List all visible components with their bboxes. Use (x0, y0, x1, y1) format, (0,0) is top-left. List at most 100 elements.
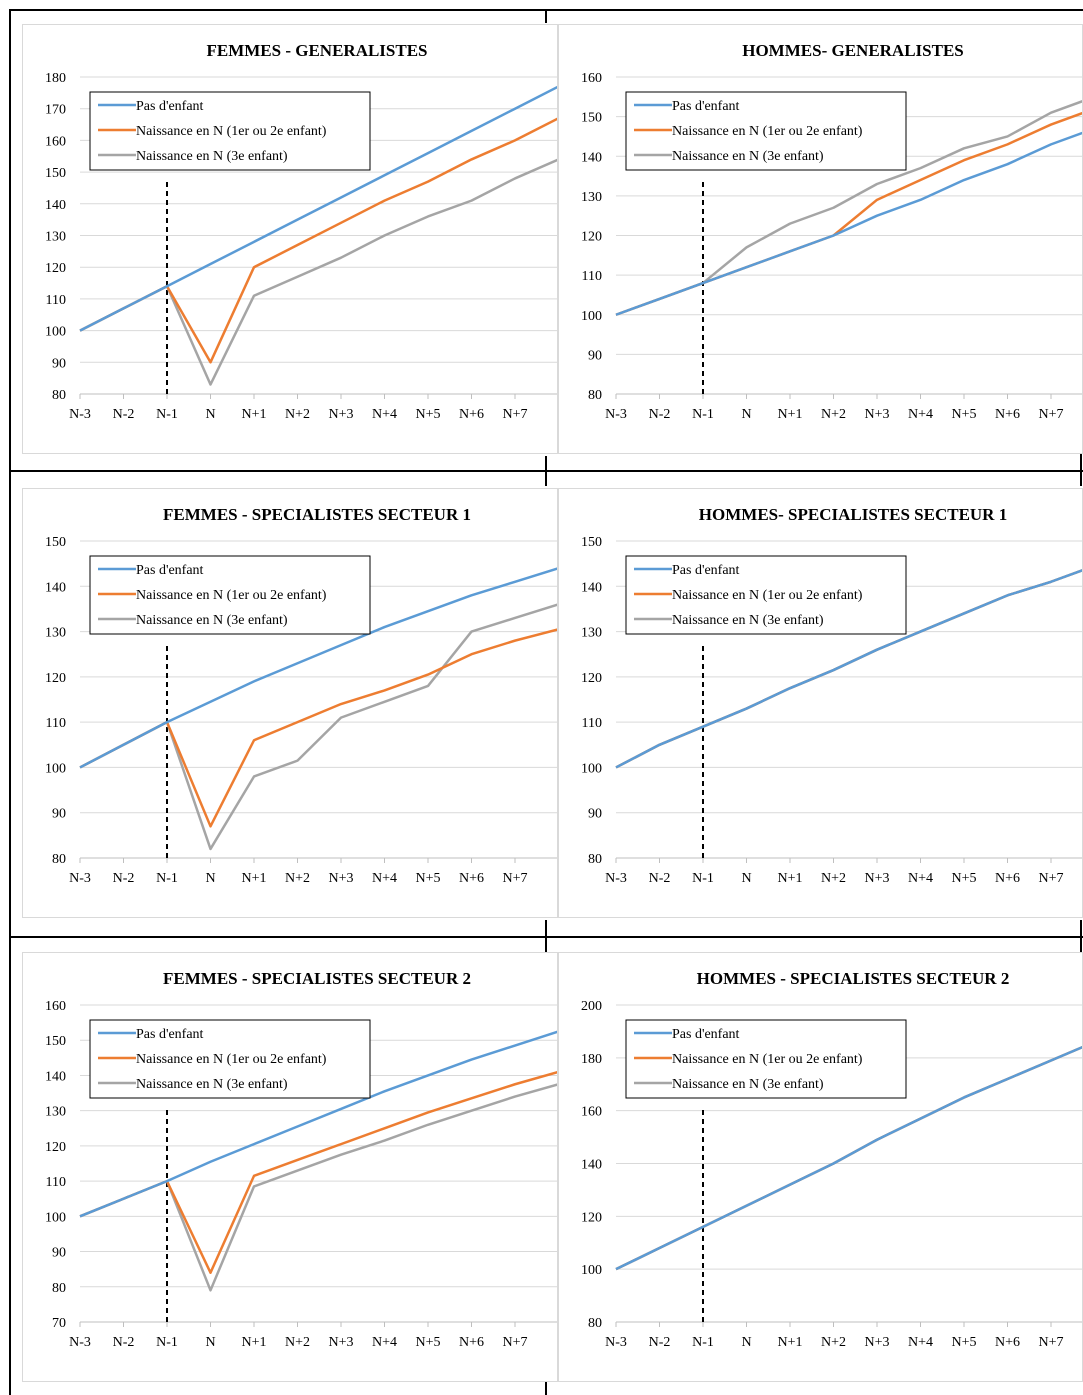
x-tick-label: N+4 (372, 1335, 397, 1350)
legend-label-naissance-1-2: Naissance en N (1er ou 2e enfant) (672, 1052, 863, 1067)
x-tick-label: N-1 (156, 1335, 178, 1350)
x-tick-label: N-2 (649, 1335, 671, 1350)
x-tick-label: N+4 (372, 407, 397, 422)
y-tick-label: 150 (581, 535, 602, 550)
legend-box (89, 555, 371, 635)
y-tick-label: 160 (581, 1105, 602, 1120)
series-line-pas-enfant (615, 569, 1082, 769)
x-tick-label: N-2 (649, 871, 671, 886)
y-tick-label: 120 (581, 1210, 602, 1225)
x-tick-label: N-1 (692, 871, 714, 886)
legend-label-naissance-1-2: Naissance en N (1er ou 2e enfant) (672, 588, 863, 603)
x-tick-label: N+6 (459, 407, 484, 422)
y-tick-label: 140 (45, 1069, 66, 1084)
x-tick-label: N+2 (821, 871, 846, 886)
x-tick-label: N+3 (328, 871, 353, 886)
legend-label-pas-enfant: Pas d'enfant (672, 1027, 740, 1042)
y-tick-label: 130 (45, 230, 66, 245)
x-tick-label: N (741, 871, 751, 886)
x-tick-label: N+4 (908, 871, 933, 886)
legend-label-pas-enfant: Pas d'enfant (136, 99, 204, 114)
series-line-pas-enfant (79, 85, 557, 332)
y-tick-label: 120 (581, 230, 602, 245)
y-tick-label: 80 (52, 852, 66, 867)
legend-label-naissance-1-2: Naissance en N (1er ou 2e enfant) (136, 1052, 327, 1067)
chart-title: HOMMES - SPECIALISTES SECTEUR 2 (697, 969, 1010, 988)
y-tick-label: 120 (581, 671, 602, 686)
y-tick-label: 140 (45, 580, 66, 595)
y-tick-label: 130 (45, 626, 66, 641)
x-tick-label: N-1 (156, 407, 178, 422)
y-tick-label: 170 (45, 103, 66, 118)
x-tick-label: N+1 (777, 407, 802, 422)
chart-hommes-specialistes-s2: HOMMES - SPECIALISTES SECTEUR 2 80 100 120 1… (581, 969, 1082, 1350)
chart-title: HOMMES- GENERALISTES (742, 41, 964, 60)
legend-box (89, 1019, 371, 1099)
x-tick-label: N-2 (113, 1335, 135, 1350)
x-tick-label: N+3 (864, 1335, 889, 1350)
x-tick-label: N+5 (415, 407, 440, 422)
y-tick-label: 70 (52, 1316, 66, 1331)
y-tick-label: 80 (52, 388, 66, 403)
y-tick-label: 130 (581, 190, 602, 205)
frame-mid-tick-3 (545, 920, 547, 952)
x-tick-label: N+2 (821, 407, 846, 422)
y-tick-label: 110 (582, 716, 602, 731)
x-tick-label: N-3 (605, 871, 627, 886)
legend-label-naissance-3: Naissance en N (3e enfant) (672, 1077, 824, 1092)
series-line-pas-enfant (79, 1030, 557, 1218)
frame-right-tick-2 (1080, 920, 1082, 952)
chart-panel-femmes-generalistes: FEMMES - GENERALISTES 80 90 100 110 120 130 140… (22, 24, 558, 454)
legend-label-pas-enfant: Pas d'enfant (672, 563, 740, 578)
y-tick-label: 180 (581, 1052, 602, 1067)
x-tick-label: N+1 (241, 1335, 266, 1350)
x-tick-label: N+6 (995, 407, 1020, 422)
y-tick-label: 120 (45, 261, 66, 276)
x-tick-label: N+2 (285, 407, 310, 422)
legend-label-naissance-1-2: Naissance en N (1er ou 2e enfant) (136, 124, 327, 139)
x-tick-label: N-3 (69, 871, 91, 886)
x-tick-label: N+1 (241, 407, 266, 422)
x-tick-label: N (205, 871, 215, 886)
x-tick-label: N+2 (821, 1335, 846, 1350)
x-tick-label: N+7 (1038, 407, 1063, 422)
x-tick-label: N+7 (502, 871, 527, 886)
y-tick-label: 110 (46, 293, 66, 308)
legend-label-pas-enfant: Pas d'enfant (136, 563, 204, 578)
chart-title: HOMMES- SPECIALISTES SECTEUR 1 (699, 505, 1007, 524)
legend-label-naissance-3: Naissance en N (3e enfant) (136, 613, 288, 628)
y-tick-label: 130 (45, 1105, 66, 1120)
y-tick-label: 110 (582, 269, 602, 284)
y-tick-label: 80 (588, 852, 602, 867)
x-tick-label: N+7 (1038, 871, 1063, 886)
y-tick-label: 100 (45, 1210, 66, 1225)
x-tick-label: N+6 (995, 871, 1020, 886)
y-tick-label: 160 (45, 134, 66, 149)
frame-left (9, 9, 11, 1395)
legend-label-naissance-3: Naissance en N (3e enfant) (672, 149, 824, 164)
legend-box (625, 1019, 907, 1099)
x-tick-label: N-2 (113, 407, 135, 422)
frame-right-tick-1 (1080, 454, 1082, 486)
x-tick-label: N+4 (372, 871, 397, 886)
y-tick-label: 180 (45, 71, 66, 86)
y-tick-label: 160 (45, 999, 66, 1014)
y-tick-label: 110 (46, 716, 66, 731)
y-tick-label: 160 (581, 71, 602, 86)
y-tick-label: 140 (581, 150, 602, 165)
x-tick-label: N+6 (459, 1335, 484, 1350)
x-tick-label: N (741, 1335, 751, 1350)
legend-label-naissance-1-2: Naissance en N (1er ou 2e enfant) (672, 124, 863, 139)
y-tick-label: 120 (45, 1140, 66, 1155)
x-tick-label: N+3 (864, 407, 889, 422)
x-tick-label: N+3 (328, 1335, 353, 1350)
chart-femmes-generalistes: FEMMES - GENERALISTES 80 90 100 110 120 130 140… (45, 41, 557, 422)
y-tick-label: 90 (588, 348, 602, 363)
y-tick-label: 80 (52, 1281, 66, 1296)
x-tick-label: N+5 (951, 1335, 976, 1350)
chart-panel-hommes-specialistes-s2: HOMMES - SPECIALISTES SECTEUR 2 80 100 120 1… (558, 952, 1083, 1382)
x-tick-label: N-1 (692, 407, 714, 422)
y-tick-label: 150 (45, 1034, 66, 1049)
series-line-naissance-3 (79, 158, 557, 386)
